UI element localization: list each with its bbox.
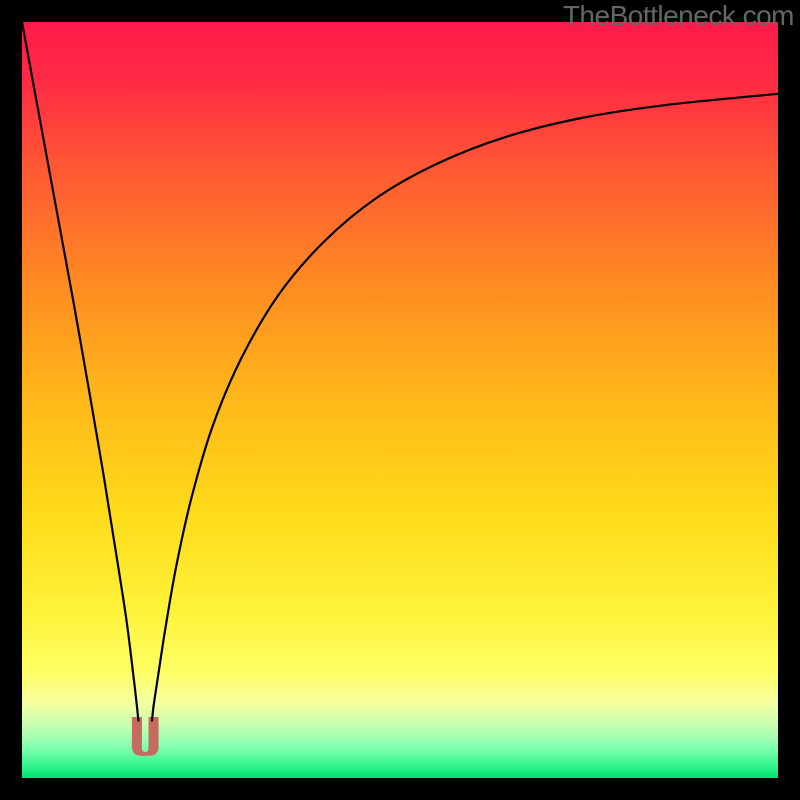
chart-container: TheBottleneck.com [0, 0, 800, 800]
watermark-text: TheBottleneck.com [563, 0, 794, 32]
chart-svg [0, 0, 800, 800]
plot-background [22, 22, 778, 778]
